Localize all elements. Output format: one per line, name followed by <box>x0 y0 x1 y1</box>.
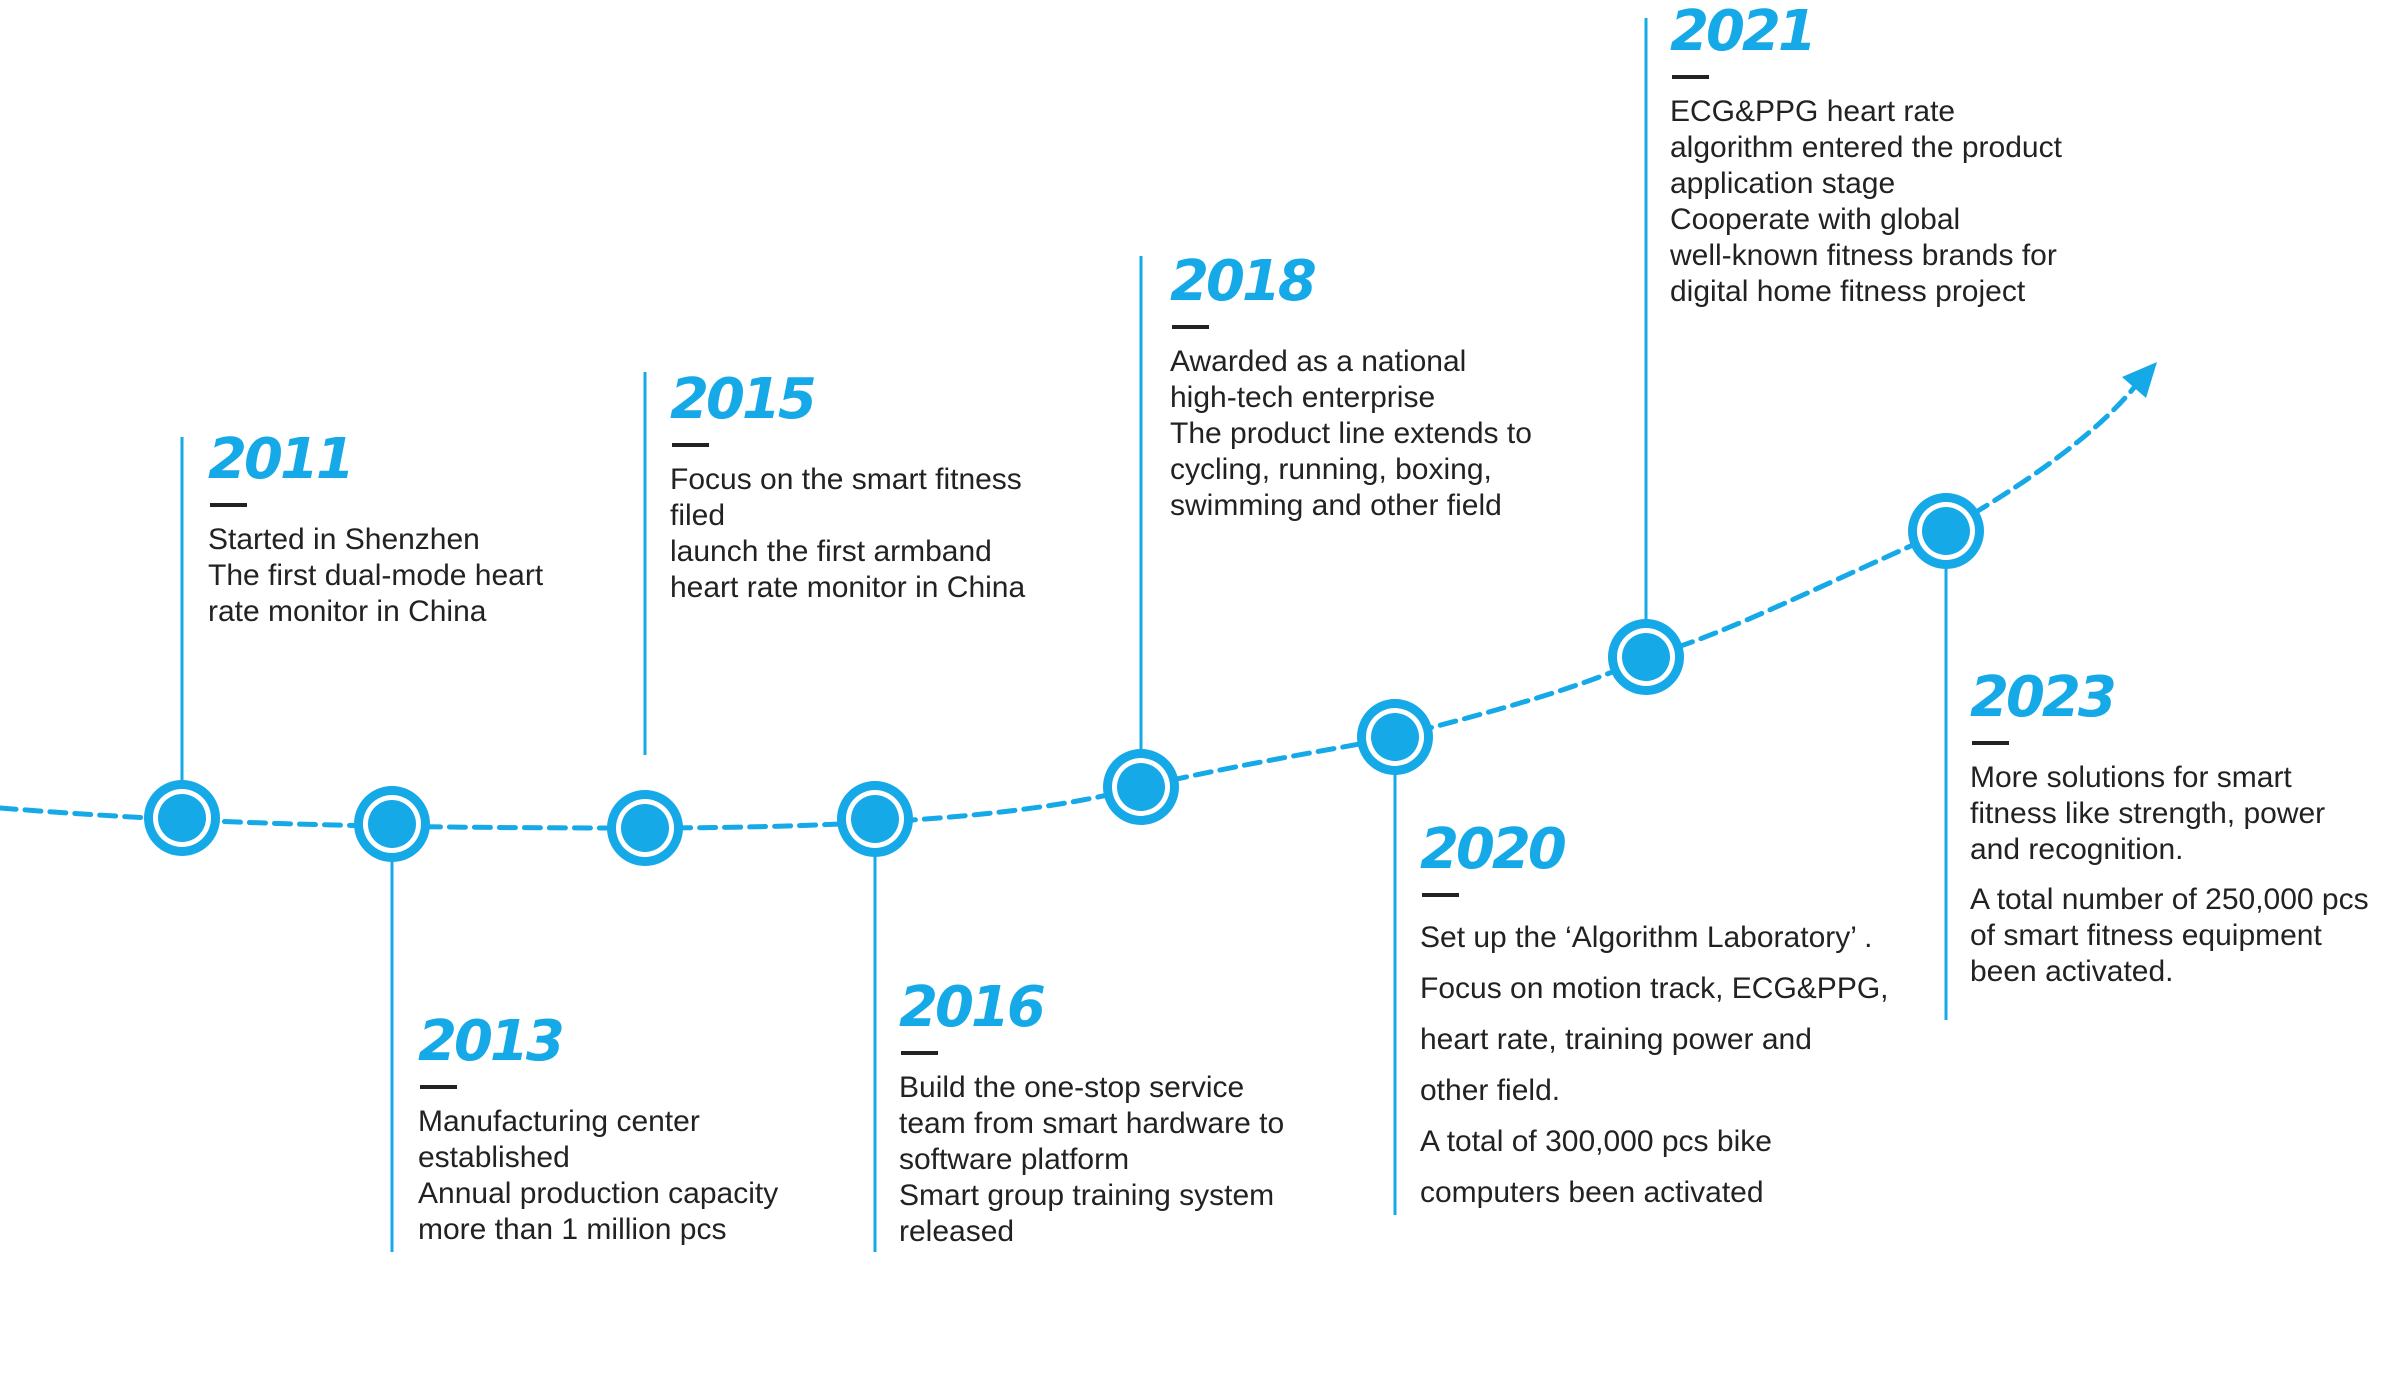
timeline-arrow-icon <box>2122 362 2157 398</box>
description-line: Annual production capacity <box>418 1177 779 1210</box>
description-line: team from smart hardware to <box>899 1107 1285 1140</box>
milestone-description: Awarded as a national high-tech enterpri… <box>1170 344 1532 524</box>
node-2016 <box>837 781 913 857</box>
milestone-year: 2023 <box>1970 665 2117 730</box>
description-line: well-known fitness brands for <box>1670 239 2057 272</box>
milestone-2020: 2020 Set up the ‘Algorithm Laboratory’ .… <box>1420 818 1889 1218</box>
node-2020 <box>1357 699 1433 775</box>
description-line: Awarded as a national <box>1170 345 1467 378</box>
milestone-2021: 2021 ECG&PPG heart rate algorithm entere… <box>1670 0 2062 310</box>
description-line: established <box>418 1141 570 1174</box>
node-2021 <box>1608 619 1684 695</box>
year-dash <box>210 503 247 507</box>
node-2023 <box>1908 493 1984 569</box>
description-line: Focus on motion track, ECG&PPG, <box>1420 972 1889 1005</box>
milestone-description: Manufacturing center established Annual … <box>418 1104 778 1248</box>
year-dash <box>420 1085 457 1089</box>
description-line: swimming and other field <box>1170 489 1502 522</box>
milestone-2016: 2016 Build the one-stop service team fro… <box>899 976 1284 1250</box>
description-line: Focus on the smart fitness <box>670 463 1022 496</box>
description-line: Smart group training system <box>899 1179 1275 1212</box>
milestone-2023: 2023 More solutions for smart fitness li… <box>1970 666 2369 990</box>
milestone-2018: 2018 Awarded as a national high-tech ent… <box>1170 250 1532 524</box>
milestone-year: 2018 <box>1170 249 1317 314</box>
milestone-description: ECG&PPG heart rate algorithm entered the… <box>1670 94 2062 310</box>
description-line: More solutions for smart <box>1970 761 2292 794</box>
description-line: released <box>899 1215 1015 1248</box>
node-2018 <box>1103 749 1179 825</box>
milestone-year: 2016 <box>899 975 1046 1040</box>
description-line: Cooperate with global <box>1670 203 1961 236</box>
description-line: rate monitor in China <box>208 595 487 628</box>
year-dash <box>672 443 709 447</box>
description-line: been activated. <box>1970 955 2174 988</box>
description-line: of smart fitness equipment <box>1970 919 2322 952</box>
description-line: heart rate monitor in China <box>670 571 1026 604</box>
description-line: and recognition. <box>1970 833 2184 866</box>
milestone-2011: 2011 Started in Shenzhen The first dual-… <box>208 428 543 630</box>
description-line: launch the first armband <box>670 535 992 568</box>
milestone-year: 2021 <box>1670 0 1817 64</box>
description-line: other field. <box>1420 1074 1561 1107</box>
description-line: Started in Shenzhen <box>208 523 480 556</box>
description-line: cycling, running, boxing, <box>1170 453 1492 486</box>
description-line: software platform <box>899 1143 1130 1176</box>
timeline-curve <box>0 377 2143 831</box>
milestone-2015: 2015 Focus on the smart fitness filed la… <box>670 368 1025 606</box>
description-line: algorithm entered the product <box>1670 131 2062 164</box>
milestone-description: More solutions for smart fitness like st… <box>1970 760 2369 990</box>
milestone-year: 2011 <box>208 427 355 492</box>
milestone-description: Focus on the smart fitness filed launch … <box>670 462 1025 606</box>
description-line: high-tech enterprise <box>1170 381 1436 414</box>
node-2013 <box>354 786 430 862</box>
description-line: Set up the ‘Algorithm Laboratory’ . <box>1420 921 1873 954</box>
milestone-year: 2020 <box>1420 817 1567 882</box>
milestone-description: Started in Shenzhen The first dual-mode … <box>208 522 543 630</box>
description-line: filed <box>670 499 726 532</box>
description-line: heart rate, training power and <box>1420 1023 1812 1056</box>
milestone-2013: 2013 Manufacturing center established An… <box>418 1010 778 1248</box>
description-line: A total number of 250,000 pcs <box>1970 883 2369 916</box>
milestone-year: 2013 <box>418 1009 565 1074</box>
description-line: A total of 300,000 pcs bike <box>1420 1125 1772 1158</box>
description-line: more than 1 million pcs <box>418 1213 727 1246</box>
description-line: fitness like strength, power <box>1970 797 2326 830</box>
description-line: The product line extends to <box>1170 417 1532 450</box>
node-2015 <box>607 790 683 866</box>
milestone-year: 2015 <box>670 367 817 432</box>
description-line: computers been activated <box>1420 1176 1764 1209</box>
milestone-description: Build the one-stop service team from sma… <box>899 1070 1284 1250</box>
description-line: Manufacturing center <box>418 1105 700 1138</box>
description-line: The first dual-mode heart <box>208 559 544 592</box>
description-line: ECG&PPG heart rate <box>1670 95 1956 128</box>
description-line: digital home fitness project <box>1670 275 2026 308</box>
year-dash <box>1422 893 1459 897</box>
description-line: Build the one-stop service <box>899 1071 1245 1104</box>
milestone-description: Set up the ‘Algorithm Laboratory’ . Focu… <box>1420 912 1889 1218</box>
description-line: application stage <box>1670 167 1896 200</box>
year-dash <box>1172 325 1209 329</box>
node-2011 <box>144 780 220 856</box>
year-dash <box>1672 75 1709 79</box>
year-dash <box>1972 741 2009 745</box>
year-dash <box>901 1051 938 1055</box>
